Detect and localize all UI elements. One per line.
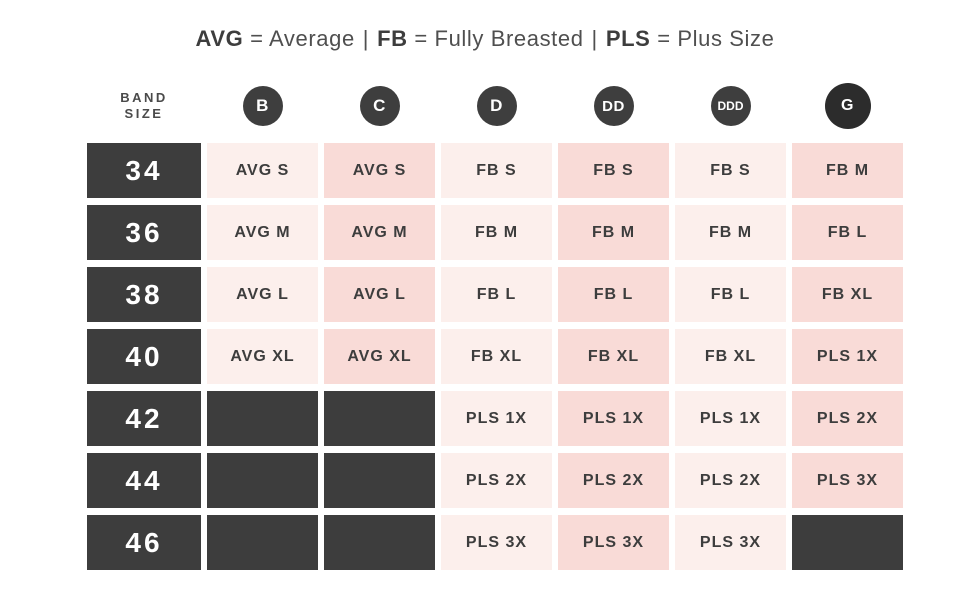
- empty-cell: [324, 391, 435, 446]
- size-cell: PLS 1X: [675, 391, 786, 446]
- band-size-label-line2: SIZE: [124, 106, 164, 121]
- size-cell: PLS 1X: [792, 329, 903, 384]
- cup-circle-d: D: [476, 86, 517, 126]
- cup-header-d: D: [441, 86, 552, 126]
- legend-abbr-avg: AVG: [195, 26, 244, 51]
- size-cell: FB XL: [558, 329, 669, 384]
- size-cell: PLS 1X: [558, 391, 669, 446]
- band-cell-34: 34: [87, 143, 201, 198]
- size-cell: FB M: [441, 205, 552, 260]
- size-cell: PLS 3X: [792, 453, 903, 508]
- cup-header-row: BAND SIZE B C D DD DDD G: [87, 82, 970, 130]
- size-cell: AVG S: [207, 143, 318, 198]
- size-cell: FB M: [675, 205, 786, 260]
- legend-equals: =: [414, 26, 428, 51]
- cup-header-ddd: DDD: [675, 86, 786, 126]
- band-cell-46: 46: [87, 515, 201, 570]
- cup-circle-ddd: DDD: [710, 86, 751, 126]
- empty-cell: [792, 515, 903, 570]
- band-cell-36: 36: [87, 205, 201, 260]
- empty-cell: [324, 453, 435, 508]
- size-cell: PLS 2X: [558, 453, 669, 508]
- band-size-corner-label: BAND SIZE: [87, 90, 201, 122]
- size-cell: AVG L: [207, 267, 318, 322]
- legend-separator: |: [362, 26, 370, 51]
- cup-header-c: C: [324, 86, 435, 126]
- cup-header-g: G: [792, 83, 903, 129]
- size-cell: PLS 2X: [441, 453, 552, 508]
- legend-abbr-fb: FB: [377, 26, 408, 51]
- cup-circle-dd: DD: [593, 86, 634, 126]
- size-cell: AVG M: [324, 205, 435, 260]
- size-cell: PLS 2X: [792, 391, 903, 446]
- size-cell: FB L: [441, 267, 552, 322]
- size-cell: FB L: [558, 267, 669, 322]
- size-cell: FB XL: [441, 329, 552, 384]
- size-cell: FB S: [441, 143, 552, 198]
- band-cell-42: 42: [87, 391, 201, 446]
- size-cell: AVG S: [324, 143, 435, 198]
- size-cell: AVG XL: [324, 329, 435, 384]
- cup-circle-b: B: [242, 86, 283, 126]
- size-cell: FB S: [558, 143, 669, 198]
- size-cell: FB L: [792, 205, 903, 260]
- size-cell: AVG XL: [207, 329, 318, 384]
- legend-full-avg: Average: [269, 26, 355, 51]
- size-cell: FB XL: [675, 329, 786, 384]
- empty-cell: [207, 391, 318, 446]
- legend: AVG = Average | FB = Fully Breasted | PLS = …: [0, 0, 970, 52]
- size-cell: FB M: [558, 205, 669, 260]
- band-cell-44: 44: [87, 453, 201, 508]
- size-cell: AVG M: [207, 205, 318, 260]
- size-cell: FB XL: [792, 267, 903, 322]
- size-cell: FB L: [675, 267, 786, 322]
- size-cell: PLS 3X: [675, 515, 786, 570]
- cup-header-dd: DD: [558, 86, 669, 126]
- band-cell-38: 38: [87, 267, 201, 322]
- cup-circle-g: G: [824, 83, 871, 129]
- size-cell: FB M: [792, 143, 903, 198]
- legend-equals: =: [657, 26, 671, 51]
- legend-item-fb: FB = Fully Breasted: [377, 26, 583, 51]
- legend-item-pls: PLS = Plus Size: [606, 26, 775, 51]
- cup-header-b: B: [207, 86, 318, 126]
- legend-item-avg: AVG = Average: [196, 26, 355, 51]
- legend-equals: =: [250, 26, 264, 51]
- empty-cell: [207, 453, 318, 508]
- band-size-label-line1: BAND: [120, 90, 168, 105]
- legend-abbr-pls: PLS: [605, 26, 651, 51]
- band-cell-40: 40: [87, 329, 201, 384]
- legend-full-pls: Plus Size: [677, 26, 775, 51]
- size-table-body: 34 AVG S AVG S FB S FB S FB S FB M 36 AVG M AVG M…: [87, 143, 970, 570]
- empty-cell: [324, 515, 435, 570]
- size-cell: FB S: [675, 143, 786, 198]
- legend-separator: |: [591, 26, 598, 51]
- legend-full-fb: Fully Breasted: [434, 26, 584, 51]
- empty-cell: [207, 515, 318, 570]
- size-cell: PLS 2X: [675, 453, 786, 508]
- size-cell: AVG L: [324, 267, 435, 322]
- size-cell: PLS 3X: [441, 515, 552, 570]
- size-cell: PLS 3X: [558, 515, 669, 570]
- cup-circle-c: C: [359, 86, 400, 126]
- size-cell: PLS 1X: [441, 391, 552, 446]
